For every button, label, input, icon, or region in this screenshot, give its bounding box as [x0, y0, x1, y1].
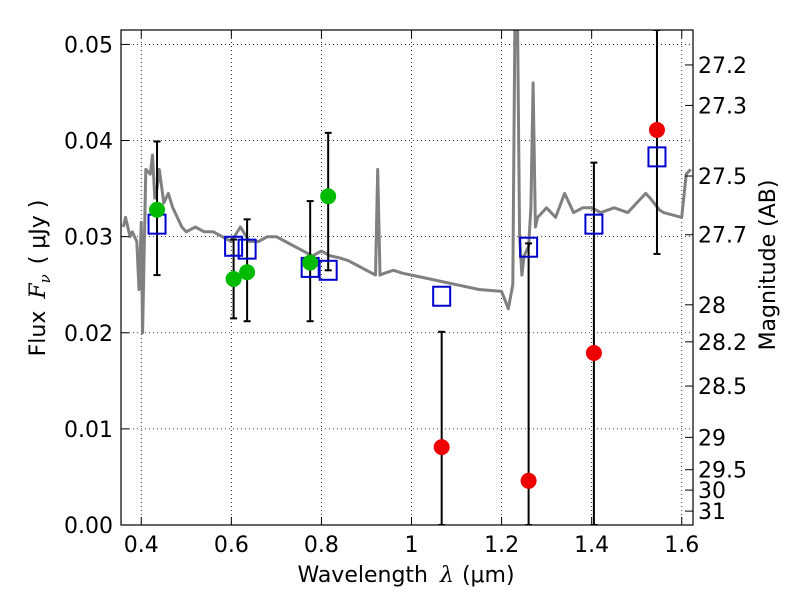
- x-tick-label: 1.6: [664, 533, 699, 558]
- grid: [121, 30, 693, 526]
- magnitude-tick-label: 28: [698, 294, 726, 319]
- observed-nir-point: [433, 439, 450, 456]
- magnitude-tick-label: 29.5: [698, 459, 747, 484]
- x-tick-label: 1.4: [574, 533, 609, 558]
- y-tick-label: 0.05: [64, 33, 113, 58]
- y-axis: 0.00 0.01 0.02 0.03 0.04 0.05: [64, 33, 129, 539]
- x-tick-label: 1: [405, 533, 419, 558]
- magnitude-axis-label: Magnitude (AB): [756, 180, 781, 351]
- x-tick-label: 1.2: [484, 533, 519, 558]
- y-axis-label-unit: ( μJy ): [26, 200, 51, 265]
- y-axis-label-prefix: Flux: [26, 311, 51, 357]
- magnitude-tick-label: 27.7: [698, 224, 747, 249]
- x-tick-label: 0.6: [214, 533, 249, 558]
- y-axis-label: Flux Fν ( μJy ): [26, 200, 54, 357]
- magnitude-tick-label: 31: [698, 500, 726, 525]
- y-tick-label: 0.00: [64, 514, 113, 539]
- magnitude-tick-label: 27.3: [698, 94, 747, 119]
- model-photometry-point: [519, 236, 539, 258]
- model-photometry-point: [318, 259, 338, 281]
- model-photometry-point: [224, 235, 244, 257]
- model-photometry-point: [237, 238, 257, 260]
- observed-nir-point: [520, 472, 537, 489]
- observed-optical-point: [239, 264, 256, 281]
- y-axis-label-symbol: F: [26, 283, 51, 300]
- plot-frame: [120, 29, 694, 526]
- x-axis: 0.4 0.6 0.8 1 1.2 1.4 1.6: [124, 30, 699, 558]
- magnitude-tick-label: 30: [698, 479, 726, 504]
- y-axis-label-subscript: ν: [36, 274, 54, 283]
- observed-optical-point: [320, 188, 337, 205]
- model-photometry-point: [584, 213, 604, 235]
- magnitude-tick-label: 27.5: [698, 165, 747, 190]
- y-tick-label: 0.04: [64, 130, 113, 155]
- x-tick-label: 0.4: [124, 533, 159, 558]
- model-sed-line: [121, 30, 692, 335]
- observed-nir-point: [585, 344, 602, 361]
- x-axis-label-unit: (μm): [462, 563, 515, 588]
- observed-nir-point: [648, 121, 665, 138]
- y-tick-label: 0.01: [64, 418, 113, 443]
- observed-optical-point: [302, 254, 319, 271]
- model-photometry-point: [647, 146, 667, 168]
- y-tick-label: 0.03: [64, 226, 113, 251]
- observed-optical-point: [225, 270, 242, 287]
- plot-data: [121, 30, 692, 525]
- x-axis-label: Wavelength λ (μm): [297, 563, 514, 588]
- y-tick-label: 0.02: [64, 322, 113, 347]
- model-photometry-point: [432, 285, 452, 307]
- observed-optical-point: [149, 201, 166, 218]
- magnitude-tick-label: 29: [698, 426, 726, 451]
- x-axis-label-symbol: λ: [439, 563, 454, 588]
- magnitude-tick-label: 28.5: [698, 375, 747, 400]
- magnitude-tick-label: 28.2: [698, 331, 747, 356]
- x-tick-label: 0.8: [304, 533, 339, 558]
- x-axis-label-prefix: Wavelength: [297, 563, 428, 588]
- magnitude-tick-label: 27.2: [698, 54, 747, 79]
